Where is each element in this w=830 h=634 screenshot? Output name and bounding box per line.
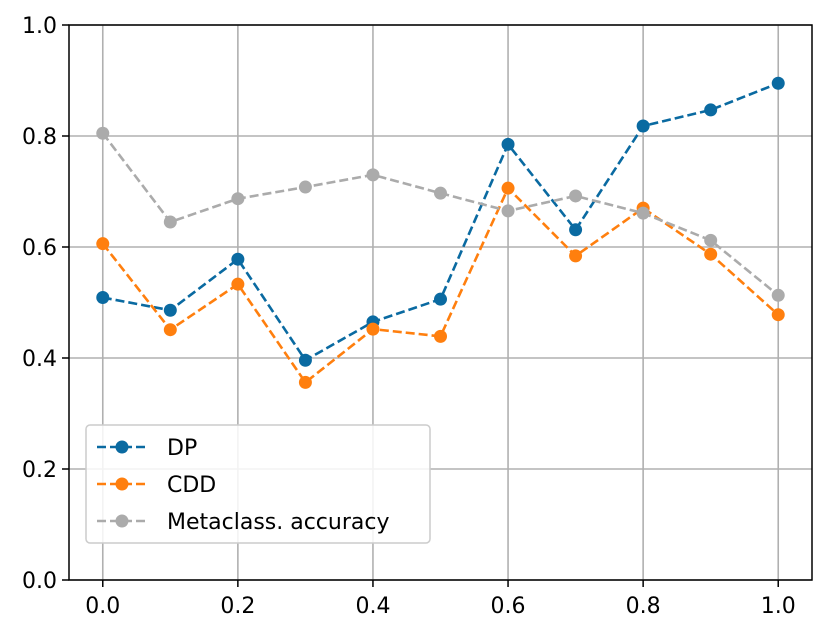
- data-point: [569, 189, 583, 203]
- data-point: [704, 247, 718, 261]
- data-point: [434, 186, 447, 200]
- data-point: [96, 291, 110, 305]
- y-tick-label: 0.8: [22, 125, 57, 150]
- legend-marker: [115, 440, 129, 454]
- y-tick-label: 1.0: [22, 14, 57, 39]
- data-point: [771, 76, 785, 90]
- legend-label: DP: [167, 436, 197, 461]
- x-tick-label: 0.2: [220, 594, 255, 619]
- data-point: [434, 292, 447, 306]
- data-point: [434, 329, 447, 343]
- data-point: [163, 215, 177, 229]
- x-tick-label: 0.0: [85, 594, 120, 619]
- series-1: [96, 181, 785, 389]
- legend-marker: [115, 514, 129, 528]
- legend: DP CDD Metaclass. accuracy: [85, 424, 431, 544]
- data-point: [298, 375, 312, 389]
- data-point: [298, 180, 312, 194]
- data-point: [704, 233, 718, 247]
- legend-box: [85, 424, 431, 544]
- data-point: [366, 322, 380, 336]
- plot-frame: [68, 24, 813, 581]
- data-point: [96, 237, 110, 251]
- legend-label: Metaclass. accuracy: [167, 510, 389, 535]
- data-point: [569, 223, 583, 237]
- legend-label: CDD: [167, 473, 216, 498]
- legend-marker: [115, 477, 129, 491]
- series-0: [96, 76, 785, 367]
- y-tick-label: 0.2: [22, 458, 57, 483]
- data-point: [231, 252, 245, 266]
- data-point: [704, 103, 718, 117]
- data-point: [231, 277, 245, 291]
- data-point: [231, 192, 245, 206]
- y-tick-label: 0.4: [22, 347, 57, 372]
- data-point: [366, 168, 380, 182]
- series-2: [96, 126, 785, 302]
- data-point: [96, 126, 110, 140]
- series-group: [96, 76, 785, 389]
- data-point: [771, 308, 785, 322]
- data-point: [636, 119, 650, 133]
- data-point: [298, 353, 312, 367]
- data-point: [501, 204, 515, 218]
- y-tick-label: 0.0: [22, 569, 57, 594]
- axis-ticks: 0.0 0.2 0.4 0.6 0.8 1.0 0.0 0.2 0.4 0.6 0.8 1.0: [22, 14, 796, 619]
- x-tick-label: 1.0: [761, 594, 796, 619]
- data-point: [636, 206, 650, 220]
- data-point: [163, 323, 177, 337]
- data-point: [163, 303, 177, 317]
- data-point: [569, 249, 583, 263]
- x-tick-label: 0.6: [491, 594, 526, 619]
- data-point: [501, 181, 515, 195]
- data-point: [501, 137, 515, 151]
- y-tick-label: 0.6: [22, 236, 57, 261]
- data-point: [771, 288, 785, 302]
- x-tick-label: 0.4: [355, 594, 390, 619]
- x-tick-label: 0.8: [626, 594, 661, 619]
